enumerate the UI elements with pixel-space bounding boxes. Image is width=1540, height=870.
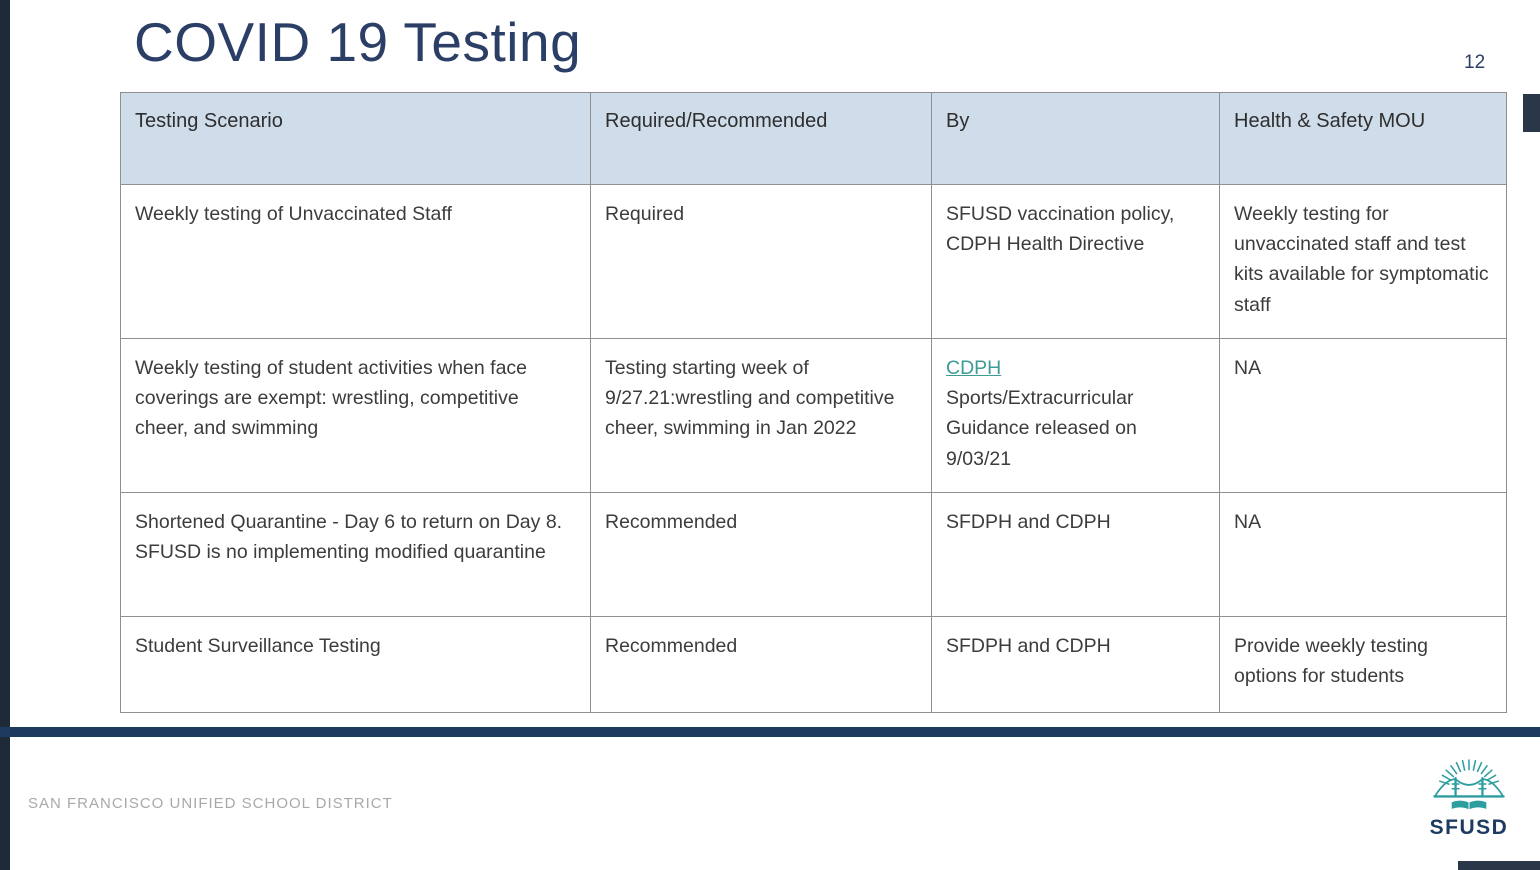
cell-by: SFDPH and CDPH bbox=[931, 616, 1220, 713]
col-header-testing-scenario: Testing Scenario bbox=[120, 92, 591, 185]
col-header-required-recommended: Required/Recommended bbox=[590, 92, 932, 185]
footer-divider-bar bbox=[0, 727, 1540, 737]
cell-scenario: Weekly testing of student activities whe… bbox=[120, 338, 591, 493]
cell-required: Required bbox=[590, 184, 932, 339]
cdph-link[interactable]: CDPH bbox=[946, 357, 1002, 379]
cell-scenario: Weekly testing of Unvaccinated Staff bbox=[120, 184, 591, 339]
left-edge-bar bbox=[0, 0, 10, 870]
cell-by: CDPH Sports/Extracurricular Guidance rel… bbox=[931, 338, 1220, 493]
page-number: 12 bbox=[1464, 52, 1486, 73]
cell-mou: Weekly testing for unvaccinated staff an… bbox=[1219, 184, 1507, 339]
table-row: Weekly testing of Unvaccinated Staff Req… bbox=[120, 184, 1507, 339]
cell-by: SFUSD vaccination policy, CDPH Health Di… bbox=[931, 184, 1220, 339]
cell-by: SFDPH and CDPH bbox=[931, 492, 1220, 617]
table-row: Shortened Quarantine - Day 6 to return o… bbox=[120, 492, 1507, 617]
cell-required: Recommended bbox=[590, 492, 932, 617]
cell-required: Testing starting week of 9/27.21:wrestli… bbox=[590, 338, 932, 493]
covid-testing-table: Testing Scenario Required/Recommended By… bbox=[120, 92, 1507, 713]
sfusd-logo-text: SFUSD bbox=[1429, 816, 1509, 839]
vertical-scrollbar-thumb[interactable] bbox=[1523, 94, 1540, 132]
table-row: Student Surveillance Testing Recommended… bbox=[120, 616, 1507, 713]
table-row: Weekly testing of student activities whe… bbox=[120, 338, 1507, 493]
cell-required: Recommended bbox=[590, 616, 932, 713]
table-header-row: Testing Scenario Required/Recommended By… bbox=[120, 92, 1507, 185]
horizontal-scrollbar-thumb[interactable] bbox=[1458, 861, 1540, 870]
cell-scenario: Student Surveillance Testing bbox=[120, 616, 591, 713]
col-header-by: By bbox=[931, 92, 1220, 185]
cell-mou: NA bbox=[1219, 492, 1507, 617]
cell-mou: NA bbox=[1219, 338, 1507, 493]
slide-title: COVID 19 Testing bbox=[134, 11, 582, 73]
cell-by-text: Sports/Extracurricular Guidance released… bbox=[946, 387, 1137, 470]
sfusd-bridge-icon bbox=[1433, 759, 1505, 810]
col-header-health-safety-mou: Health & Safety MOU bbox=[1219, 92, 1507, 185]
sfusd-logo: SFUSD bbox=[1420, 752, 1518, 840]
district-name: SAN FRANCISCO UNIFIED SCHOOL DISTRICT bbox=[28, 795, 393, 812]
cell-mou: Provide weekly testing options for stude… bbox=[1219, 616, 1507, 713]
cell-scenario: Shortened Quarantine - Day 6 to return o… bbox=[120, 492, 591, 617]
